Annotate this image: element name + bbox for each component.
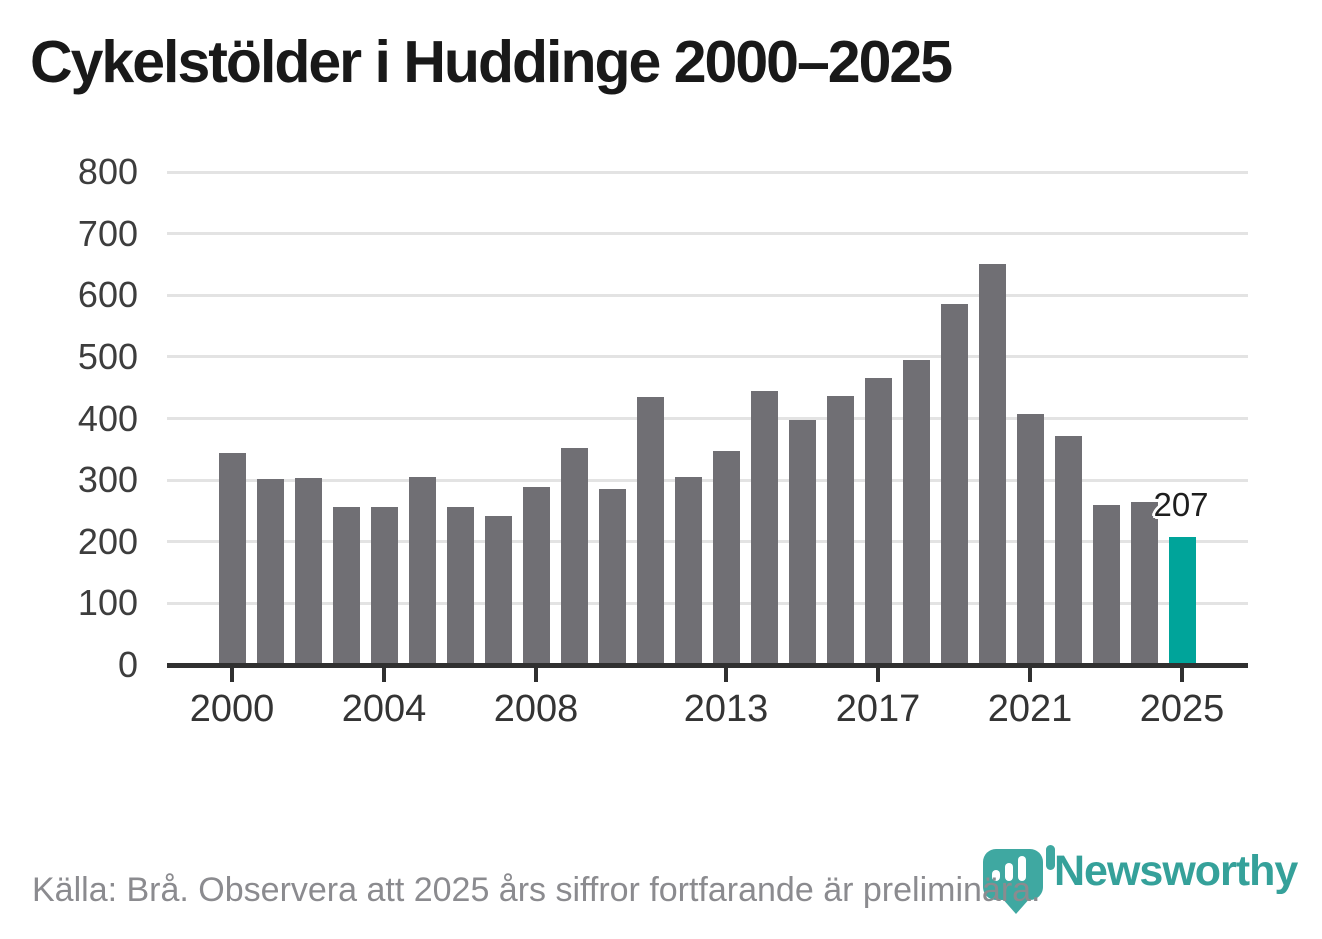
gridline-500 — [167, 355, 1248, 359]
bar-2000 — [218, 453, 246, 665]
bar-2006 — [446, 507, 474, 665]
bar-2015 — [788, 420, 816, 665]
bar-2005 — [408, 477, 436, 665]
x-axis-label-2004: 2004 — [341, 688, 427, 730]
bar-2012 — [674, 477, 702, 665]
gridline-700 — [167, 232, 1248, 236]
x-axis-label-2017: 2017 — [835, 688, 921, 730]
gridline-300 — [167, 478, 1248, 482]
bar-2017 — [864, 378, 892, 665]
logo-chart-bar-short — [992, 870, 1000, 881]
y-axis-label-200: 200 — [77, 520, 138, 562]
bar-2011 — [636, 396, 664, 665]
x-tick-2021 — [1028, 665, 1032, 682]
bar-2003 — [332, 507, 360, 665]
y-axis-label-300: 300 — [77, 459, 138, 501]
bar-2025 — [1168, 537, 1196, 665]
bar-2013 — [712, 450, 740, 665]
y-axis-label-0: 0 — [117, 644, 138, 685]
bar-2021 — [1016, 414, 1044, 665]
y-axis-label-800: 800 — [77, 151, 138, 192]
newsworthy-wordmark: Newsworthy — [1054, 847, 1298, 895]
newsworthy-pin-barchart-icon — [983, 849, 1043, 900]
x-tick-2017 — [876, 665, 880, 682]
y-axis-label-500: 500 — [77, 335, 138, 377]
last-value-annotation: 207 — [1153, 486, 1209, 524]
bar-2014 — [750, 391, 778, 665]
y-axis-label-100: 100 — [77, 582, 138, 624]
bar-2023 — [1092, 504, 1120, 665]
logo-chart-bar-medium — [1005, 863, 1013, 881]
x-tick-2008 — [534, 665, 538, 682]
bar-2022 — [1054, 435, 1082, 665]
gridline-600 — [167, 293, 1248, 297]
logo-pin-tail — [1001, 897, 1031, 914]
x-tick-2004 — [382, 665, 386, 682]
y-axis-label-600: 600 — [77, 274, 138, 316]
x-axis-label-2000: 2000 — [189, 688, 275, 730]
x-axis-line — [167, 663, 1248, 668]
bar-2010 — [598, 488, 626, 665]
y-axis-label-400: 400 — [77, 397, 138, 439]
bar-2007 — [484, 516, 512, 665]
x-axis-label-2008: 2008 — [493, 688, 579, 730]
bar-2016 — [826, 396, 854, 665]
bar-2024 — [1130, 501, 1158, 665]
logo-chart-bar-tall — [1018, 856, 1026, 881]
gridline-400 — [167, 417, 1248, 420]
gridline-800 — [167, 170, 1248, 174]
y-axis-label-700: 700 — [77, 212, 138, 254]
bar-2008 — [522, 486, 550, 665]
x-axis-label-2021: 2021 — [987, 688, 1073, 730]
logo-accent-capsule — [1046, 845, 1055, 870]
source-note: Källa: Brå. Observera att 2025 års siffr… — [32, 871, 1041, 909]
x-tick-2000 — [230, 665, 234, 682]
bar-2009 — [560, 448, 588, 665]
bar-2002 — [294, 477, 322, 665]
bar-2004 — [370, 507, 398, 665]
bar-2020 — [978, 264, 1006, 665]
bar-2001 — [256, 478, 284, 665]
bar-2019 — [940, 303, 968, 665]
x-tick-2013 — [724, 665, 728, 682]
x-tick-2025 — [1180, 665, 1184, 682]
bar-2018 — [902, 359, 930, 665]
gridline-100 — [167, 601, 1248, 605]
gridline-200 — [167, 540, 1248, 544]
x-axis-label-2013: 2013 — [683, 688, 769, 730]
x-axis-label-2025: 2025 — [1139, 688, 1225, 730]
chart-title: Cykelstölder i Huddinge 2000–2025 — [30, 29, 953, 95]
